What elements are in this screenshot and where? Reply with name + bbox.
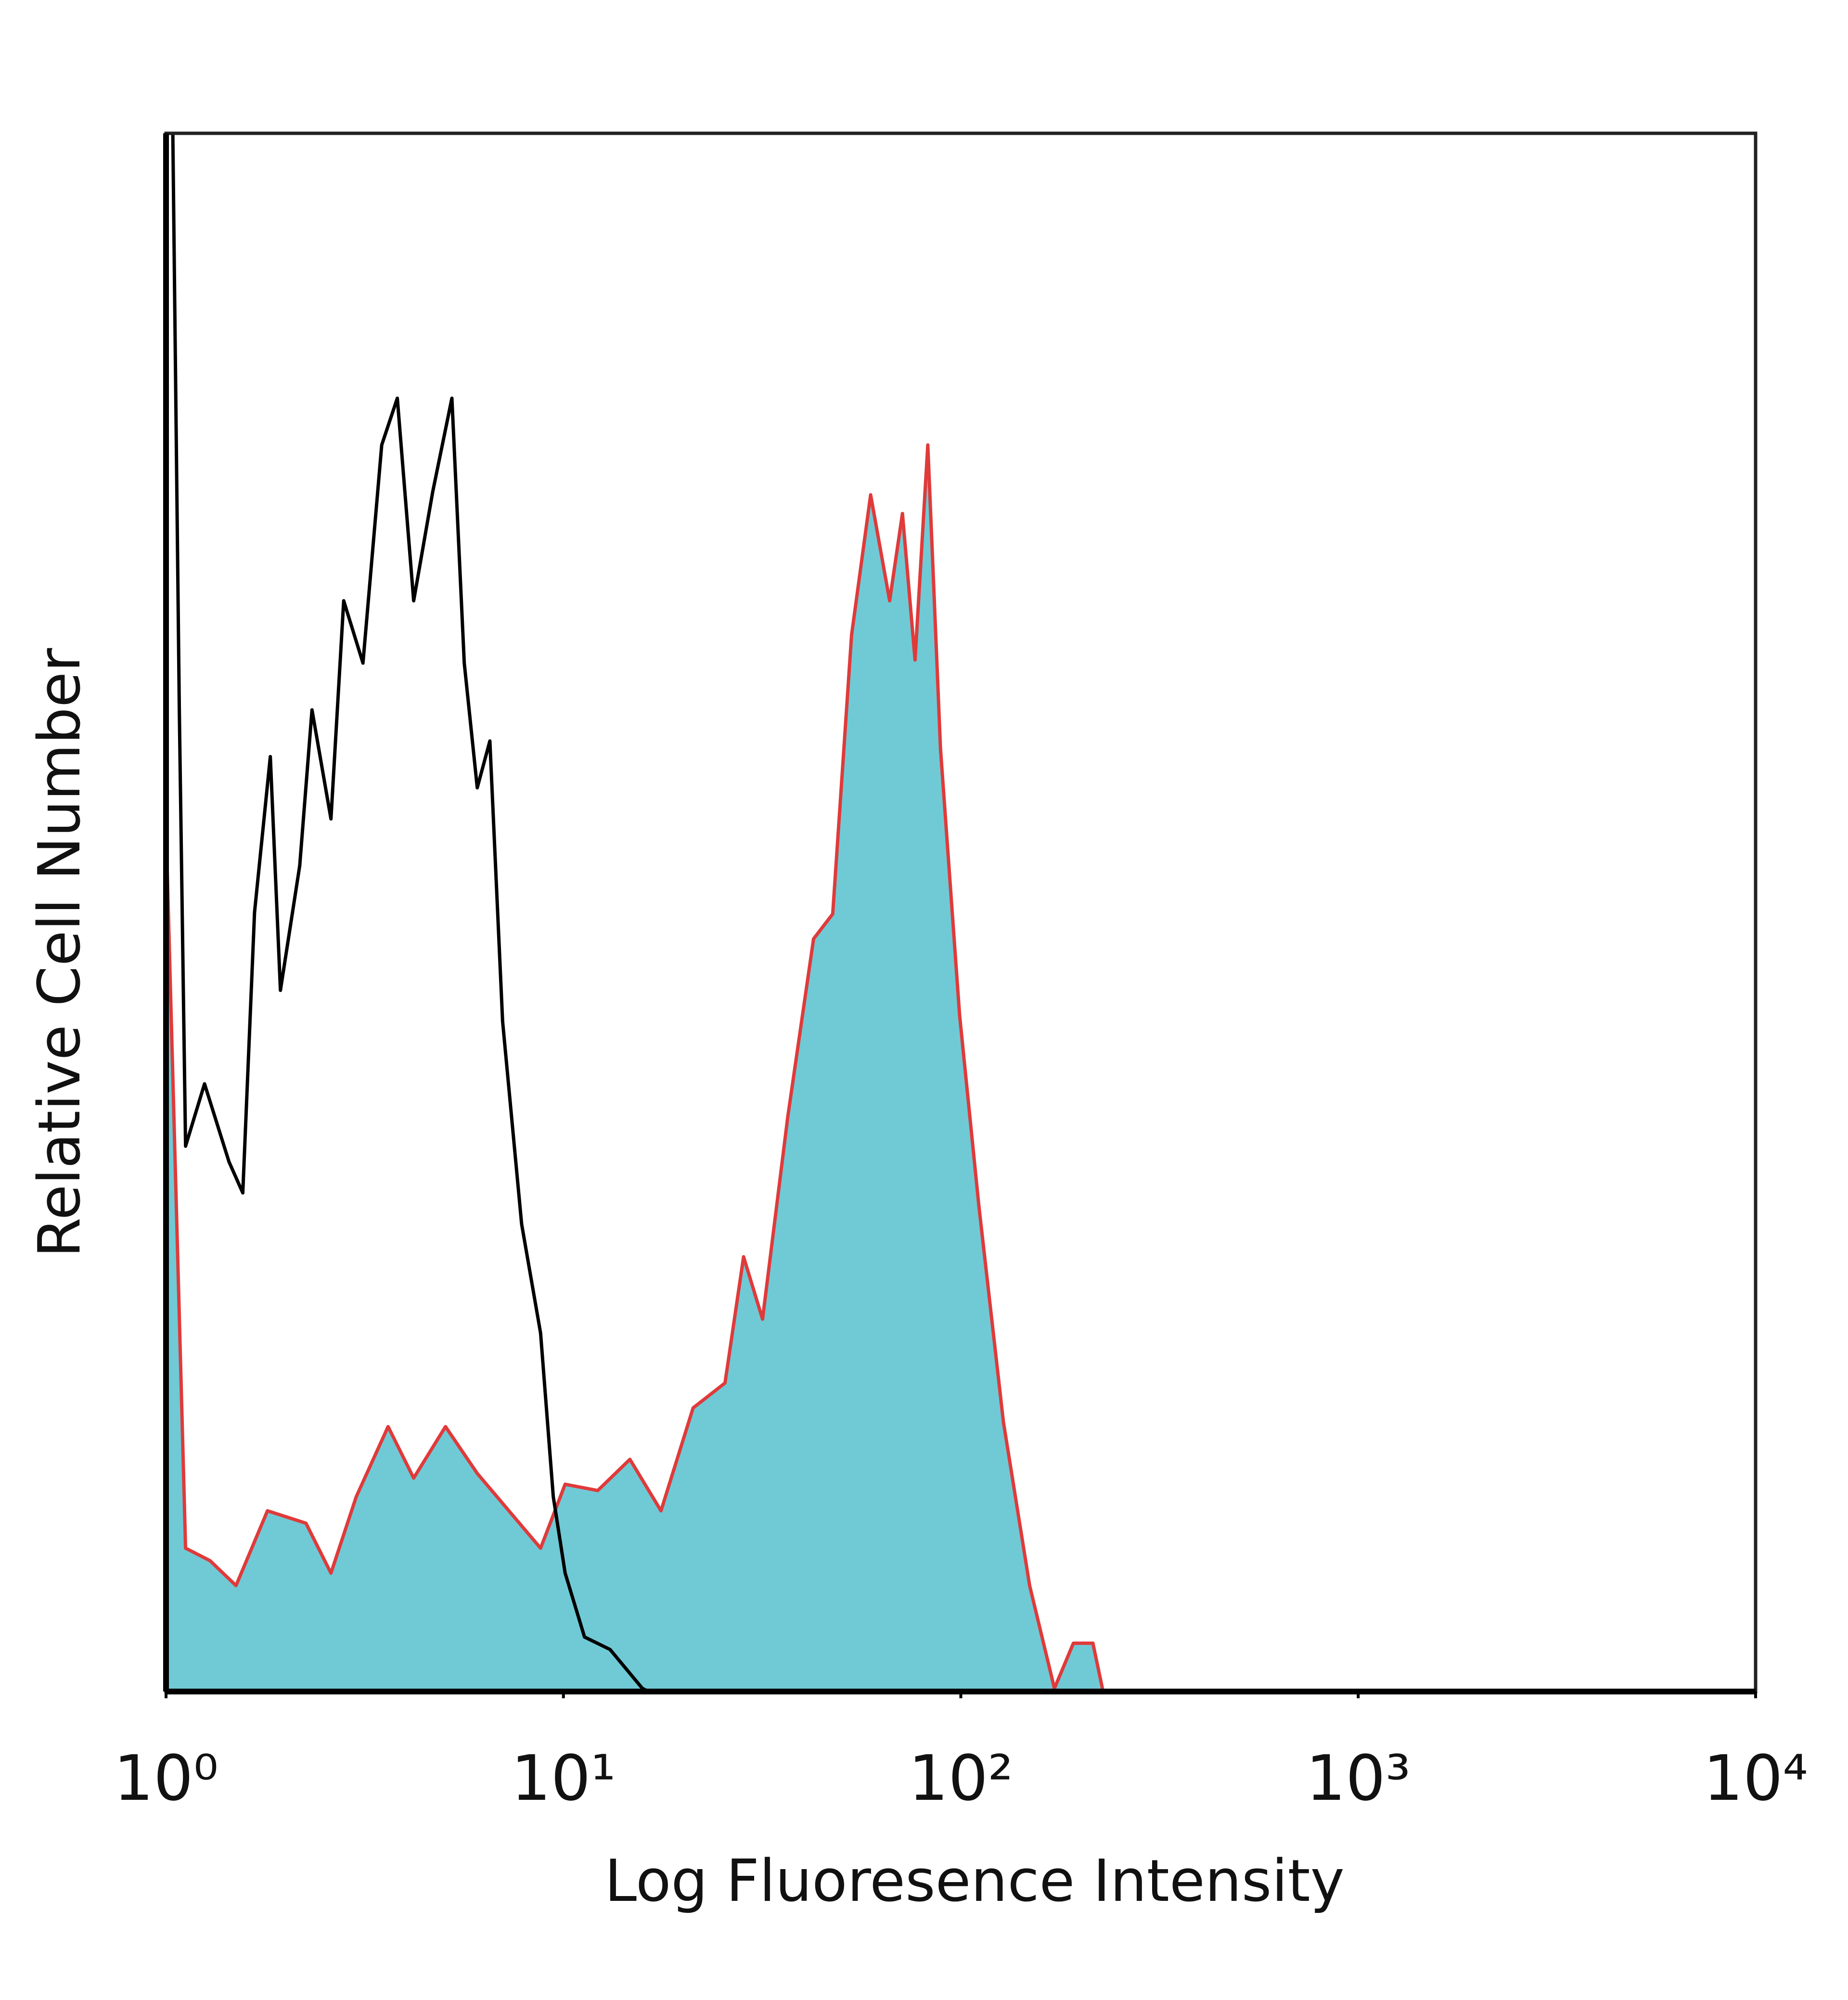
histogram-line — [164, 443, 1105, 1692]
x-axis-title: Log Fluoresence Intensity — [604, 1848, 1345, 1915]
x-tick-label: 10⁰ — [114, 1742, 218, 1815]
histogram-line — [166, 131, 650, 1693]
x-tick-label: 10² — [909, 1742, 1014, 1815]
area-fill — [166, 445, 1104, 1692]
x-tick-label: 10⁴ — [1703, 1742, 1808, 1815]
x-tick-label: 10³ — [1306, 1742, 1411, 1815]
y-axis-title: Relative Cell Number — [26, 648, 93, 1257]
x-tick-label: 10¹ — [511, 1742, 616, 1815]
